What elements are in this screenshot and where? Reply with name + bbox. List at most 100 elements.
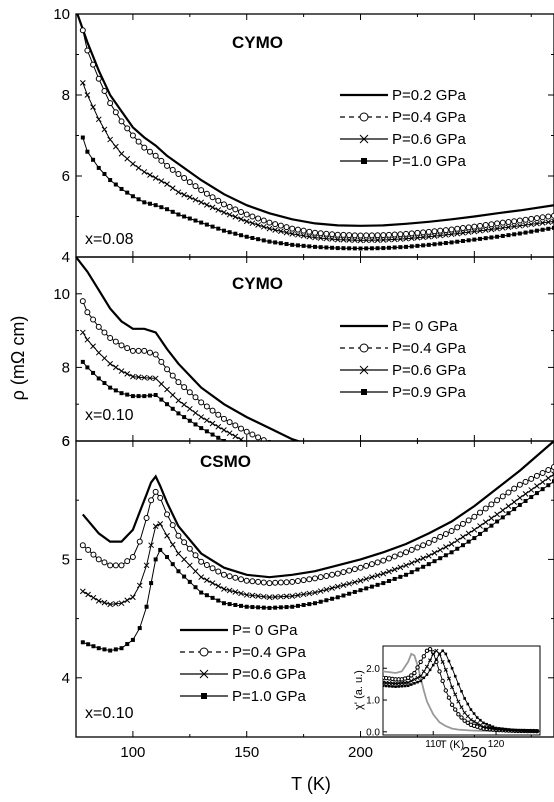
data-point (97, 646, 101, 650)
data-point (108, 101, 113, 106)
data-point (443, 531, 448, 536)
data-point (358, 565, 363, 570)
data-point (193, 197, 198, 202)
data-point (147, 149, 152, 154)
data-point (261, 580, 266, 585)
data-point (393, 577, 397, 581)
inset-point (426, 673, 429, 676)
inset-point (416, 666, 419, 669)
data-point (170, 542, 175, 547)
data-point (319, 245, 323, 249)
data-point (501, 474, 505, 478)
data-point (438, 547, 443, 552)
data-point (472, 527, 477, 532)
data-point (472, 471, 477, 476)
data-point (347, 468, 352, 473)
data-point (250, 432, 255, 437)
inset-point (404, 685, 407, 688)
data-point (256, 454, 260, 458)
data-point (426, 229, 431, 234)
inset-point (391, 685, 394, 688)
legend-marker (201, 693, 207, 699)
legend-marker (200, 648, 208, 656)
data-point (386, 471, 391, 476)
data-point (438, 466, 443, 471)
data-point (324, 472, 328, 476)
data-point (352, 233, 357, 238)
data-point (364, 475, 368, 479)
data-point (524, 472, 528, 476)
data-point (535, 491, 539, 495)
data-point (472, 514, 477, 519)
data-point (460, 471, 465, 476)
inset-point (410, 674, 413, 677)
data-point (216, 227, 220, 231)
data-point (130, 348, 135, 353)
data-point (176, 212, 180, 216)
data-point (546, 227, 550, 231)
data-point (244, 219, 249, 224)
data-point (91, 552, 96, 557)
data-point (267, 220, 272, 225)
data-point (500, 220, 505, 225)
data-point (449, 227, 454, 232)
data-point (137, 197, 141, 201)
data-point (353, 590, 357, 594)
data-point (108, 649, 112, 653)
data-point (455, 471, 460, 476)
data-point (352, 567, 357, 572)
data-point (142, 394, 146, 398)
data-point (148, 202, 152, 206)
data-point (187, 195, 192, 200)
data-point (523, 479, 528, 484)
data-point (130, 161, 135, 166)
series-2 (80, 299, 554, 471)
data-point (194, 422, 198, 426)
data-point (216, 207, 221, 212)
data-point (130, 595, 135, 600)
data-point (393, 476, 397, 480)
data-point (467, 238, 471, 242)
data-point (244, 212, 249, 217)
data-point (108, 178, 112, 182)
data-point (165, 555, 169, 559)
data-point (433, 242, 437, 246)
data-point (398, 471, 403, 476)
data-point (142, 348, 147, 353)
data-point (182, 215, 186, 219)
data-point (85, 365, 89, 369)
data-point (108, 335, 113, 340)
data-point (131, 638, 135, 642)
data-point (449, 471, 454, 476)
data-point (307, 455, 312, 460)
data-point (267, 450, 272, 455)
data-point (489, 502, 494, 507)
plot-frame (76, 14, 554, 257)
data-point (495, 498, 500, 503)
data-point (455, 525, 460, 530)
data-point (193, 395, 198, 400)
data-point (244, 578, 249, 583)
data-point (114, 647, 118, 651)
data-point (136, 165, 141, 170)
data-point (415, 567, 419, 571)
data-point (330, 246, 334, 250)
data-point (369, 233, 374, 238)
inset-point (523, 729, 526, 732)
data-point (285, 605, 289, 609)
data-point (290, 226, 295, 231)
data-point (120, 646, 124, 650)
data-point (171, 562, 175, 566)
legend-label: P=1.0 GPa (232, 688, 306, 705)
data-point (472, 238, 476, 242)
data-point (113, 563, 118, 568)
data-point (353, 475, 357, 479)
data-point (472, 224, 477, 229)
inset-point (394, 685, 397, 688)
data-point (80, 28, 85, 33)
data-point (376, 583, 380, 587)
data-point (529, 487, 534, 492)
data-point (256, 605, 260, 609)
data-point (199, 400, 204, 405)
